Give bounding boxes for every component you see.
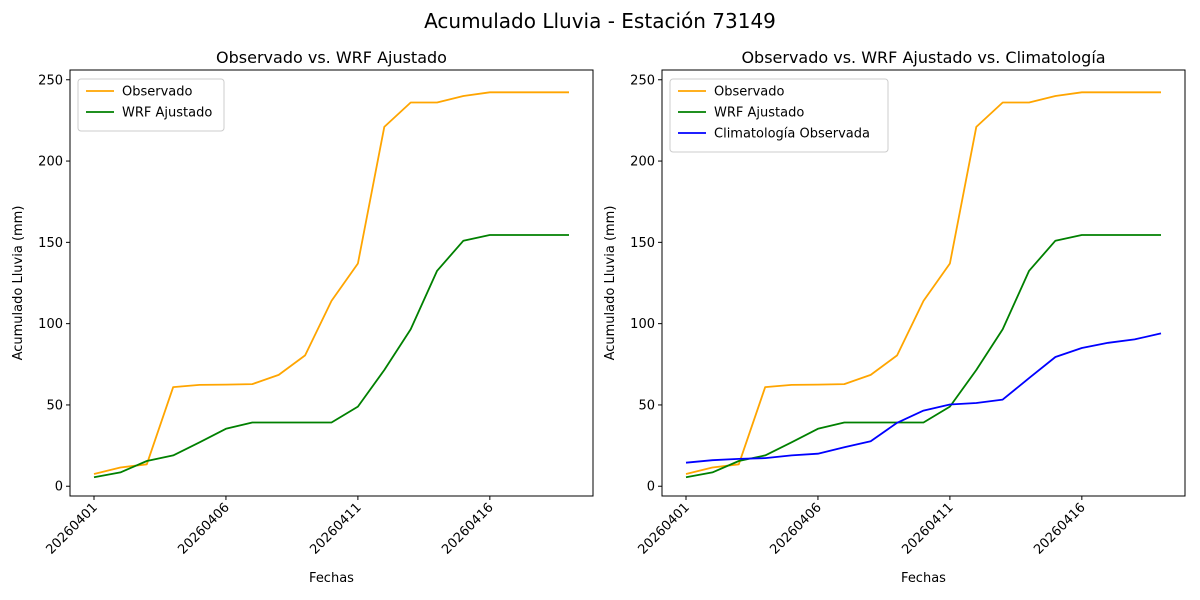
legend-label: Observado xyxy=(122,85,193,100)
y-tick-label: 250 xyxy=(630,73,655,88)
series-line-observado xyxy=(93,91,569,475)
y-axis-label: Acumulado Lluvia (mm) xyxy=(603,206,618,361)
x-tick-label: 20260401 xyxy=(43,500,100,557)
legend: Observado WRF Ajustado xyxy=(77,78,225,132)
legend-box xyxy=(77,78,225,132)
x-tick-label: 20260416 xyxy=(439,500,496,557)
y-tick-label: 100 xyxy=(38,317,63,332)
y-tick-label: 100 xyxy=(630,317,655,332)
x-tick-label: 20260401 xyxy=(635,500,692,557)
series-line-wrf-ajustado xyxy=(685,234,1161,479)
series-line-climatologia-observada xyxy=(685,332,1162,464)
x-axis-label: Fechas xyxy=(901,571,946,586)
y-tick-label: 250 xyxy=(38,73,63,88)
chart-panel-observado-wrf-climatologia: Observado vs. WRF Ajustado vs. Climatolo… xyxy=(603,48,1186,586)
x-tick-label: 20260411 xyxy=(307,500,364,557)
plot-frame xyxy=(69,69,594,497)
legend-label: WRF Ajustado xyxy=(122,106,212,121)
y-tick-label: 50 xyxy=(638,398,655,413)
x-tick-label: 20260406 xyxy=(175,500,232,557)
x-axis-label: Fechas xyxy=(309,571,354,586)
y-tick-label: 200 xyxy=(630,155,655,170)
series-line-wrf-ajustado xyxy=(93,234,569,479)
y-tick-label: 50 xyxy=(46,398,63,413)
y-tick-label: 200 xyxy=(38,155,63,170)
y-tick-label: 150 xyxy=(630,236,655,251)
y-tick-label: 150 xyxy=(38,236,63,251)
y-tick-label: 0 xyxy=(647,480,655,495)
figure-title: Acumulado Lluvia - Estación 73149 xyxy=(424,9,776,33)
y-tick-label: 0 xyxy=(55,480,63,495)
legend-label: WRF Ajustado xyxy=(714,106,804,121)
legend: Observado WRF Ajustado Climatología Observ… xyxy=(669,78,889,153)
legend-label: Climatología Observada xyxy=(714,127,870,142)
chart-title: Observado vs. WRF Ajustado xyxy=(216,48,447,67)
plot-frame xyxy=(661,69,1186,497)
x-tick-label: 20260416 xyxy=(1031,500,1088,557)
legend-box xyxy=(669,78,889,153)
chart-title: Observado vs. WRF Ajustado vs. Climatolo… xyxy=(741,48,1105,67)
y-axis-label: Acumulado Lluvia (mm) xyxy=(11,206,26,361)
x-tick-label: 20260406 xyxy=(767,500,824,557)
chart-panel-observado-wrf: Observado vs. WRF Ajustado 0 50 100 150 200 25… xyxy=(11,48,594,586)
x-tick-label: 20260411 xyxy=(899,500,956,557)
legend-label: Observado xyxy=(714,85,785,100)
series-line-observado xyxy=(685,91,1161,475)
